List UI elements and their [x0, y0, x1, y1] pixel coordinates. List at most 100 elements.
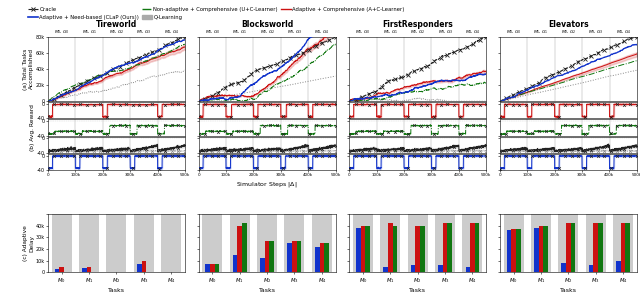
Text: $M_1,G_1$: $M_1,G_1$: [81, 28, 97, 36]
Bar: [411, 265, 415, 272]
Bar: [616, 261, 621, 272]
Bar: [435, 214, 455, 272]
Bar: [383, 267, 388, 272]
Bar: [141, 261, 146, 272]
Bar: [543, 226, 548, 272]
Bar: [531, 214, 551, 272]
Title: FirstResponders: FirstResponders: [382, 20, 453, 29]
Bar: [287, 243, 292, 272]
Bar: [463, 214, 483, 272]
Text: $M_0,G_0$: $M_0,G_0$: [355, 28, 371, 36]
Bar: [257, 214, 277, 272]
Title: Blocksworld: Blocksworld: [241, 20, 293, 29]
Bar: [297, 241, 301, 272]
X-axis label: Tasks: Tasks: [259, 288, 276, 293]
Bar: [470, 223, 475, 272]
Text: $M_1,G_1$: $M_1,G_1$: [533, 28, 548, 36]
Bar: [534, 228, 539, 272]
Legend: Oracle, Adaptive + Need-based (CLaP (Ours)), Non-adaptive + Comprehensive (U+C-L: Oracle, Adaptive + Need-based (CLaP (Our…: [28, 7, 404, 20]
Bar: [443, 223, 447, 272]
Bar: [558, 214, 579, 272]
Bar: [202, 214, 222, 272]
Bar: [561, 263, 566, 272]
Text: $M_4,G_4$: $M_4,G_4$: [164, 28, 179, 36]
Bar: [586, 214, 605, 272]
Bar: [465, 267, 470, 272]
Text: $M_0,G_0$: $M_0,G_0$: [54, 28, 69, 36]
Bar: [438, 265, 443, 272]
Title: Tireworld: Tireworld: [96, 20, 137, 29]
Bar: [475, 223, 479, 272]
Bar: [237, 226, 242, 272]
Bar: [388, 223, 393, 272]
Bar: [106, 214, 127, 272]
Text: $M_3,G_3$: $M_3,G_3$: [136, 28, 152, 36]
Bar: [408, 214, 428, 272]
Text: $M_4,G_4$: $M_4,G_4$: [465, 28, 480, 36]
Bar: [511, 229, 516, 272]
Bar: [324, 243, 329, 272]
Text: $M_0,G_0$: $M_0,G_0$: [506, 28, 521, 36]
Bar: [230, 214, 250, 272]
Bar: [613, 214, 633, 272]
Bar: [54, 269, 60, 272]
Text: $M_4,G_4$: $M_4,G_4$: [616, 28, 631, 36]
Bar: [284, 214, 305, 272]
Bar: [60, 267, 64, 272]
Bar: [312, 214, 332, 272]
Bar: [269, 241, 274, 272]
Bar: [260, 258, 265, 272]
Bar: [319, 243, 324, 272]
Y-axis label: (a) Total Tasks
Accomplished: (a) Total Tasks Accomplished: [23, 48, 34, 90]
Bar: [598, 223, 603, 272]
Bar: [161, 214, 181, 272]
Text: $M_1,G_1$: $M_1,G_1$: [232, 28, 247, 36]
Bar: [566, 223, 571, 272]
X-axis label: Tasks: Tasks: [108, 288, 125, 293]
Bar: [242, 223, 246, 272]
Text: $M_3,G_3$: $M_3,G_3$: [438, 28, 452, 36]
Title: Elevators: Elevators: [548, 20, 589, 29]
Bar: [356, 228, 360, 272]
Bar: [589, 265, 593, 272]
Bar: [504, 214, 524, 272]
Bar: [87, 267, 92, 272]
Text: $M_2,G_2$: $M_2,G_2$: [410, 28, 426, 36]
Bar: [137, 264, 141, 272]
Bar: [233, 255, 237, 272]
X-axis label: Tasks: Tasks: [409, 288, 426, 293]
Bar: [415, 226, 420, 272]
Bar: [214, 264, 220, 272]
Bar: [205, 264, 210, 272]
Bar: [365, 226, 370, 272]
Bar: [516, 229, 520, 272]
Bar: [79, 214, 99, 272]
Text: $M_1,G_1$: $M_1,G_1$: [383, 28, 398, 36]
Text: $M_2,G_2$: $M_2,G_2$: [260, 28, 275, 36]
Bar: [315, 247, 319, 272]
Bar: [507, 230, 511, 272]
Bar: [593, 223, 598, 272]
Bar: [52, 214, 72, 272]
Bar: [420, 226, 425, 272]
Text: $M_2,G_2$: $M_2,G_2$: [109, 28, 124, 36]
Bar: [571, 223, 575, 272]
X-axis label: Tasks: Tasks: [560, 288, 577, 293]
Bar: [265, 241, 269, 272]
Bar: [621, 223, 625, 272]
Y-axis label: (c) Adaptive
Delay: (c) Adaptive Delay: [23, 225, 34, 261]
Text: $M_2,G_2$: $M_2,G_2$: [561, 28, 576, 36]
Bar: [134, 214, 154, 272]
Bar: [447, 223, 452, 272]
Bar: [82, 268, 87, 272]
Text: $M_4,G_4$: $M_4,G_4$: [314, 28, 330, 36]
Bar: [292, 241, 297, 272]
Bar: [625, 223, 630, 272]
Bar: [210, 264, 214, 272]
Text: $M_3,G_3$: $M_3,G_3$: [588, 28, 604, 36]
Bar: [353, 214, 373, 272]
Bar: [393, 226, 397, 272]
Y-axis label: (b) Avg. Reward: (b) Avg. Reward: [30, 104, 35, 151]
Bar: [539, 226, 543, 272]
X-axis label: Simulator Steps |$\Delta$|: Simulator Steps |$\Delta$|: [236, 180, 298, 189]
